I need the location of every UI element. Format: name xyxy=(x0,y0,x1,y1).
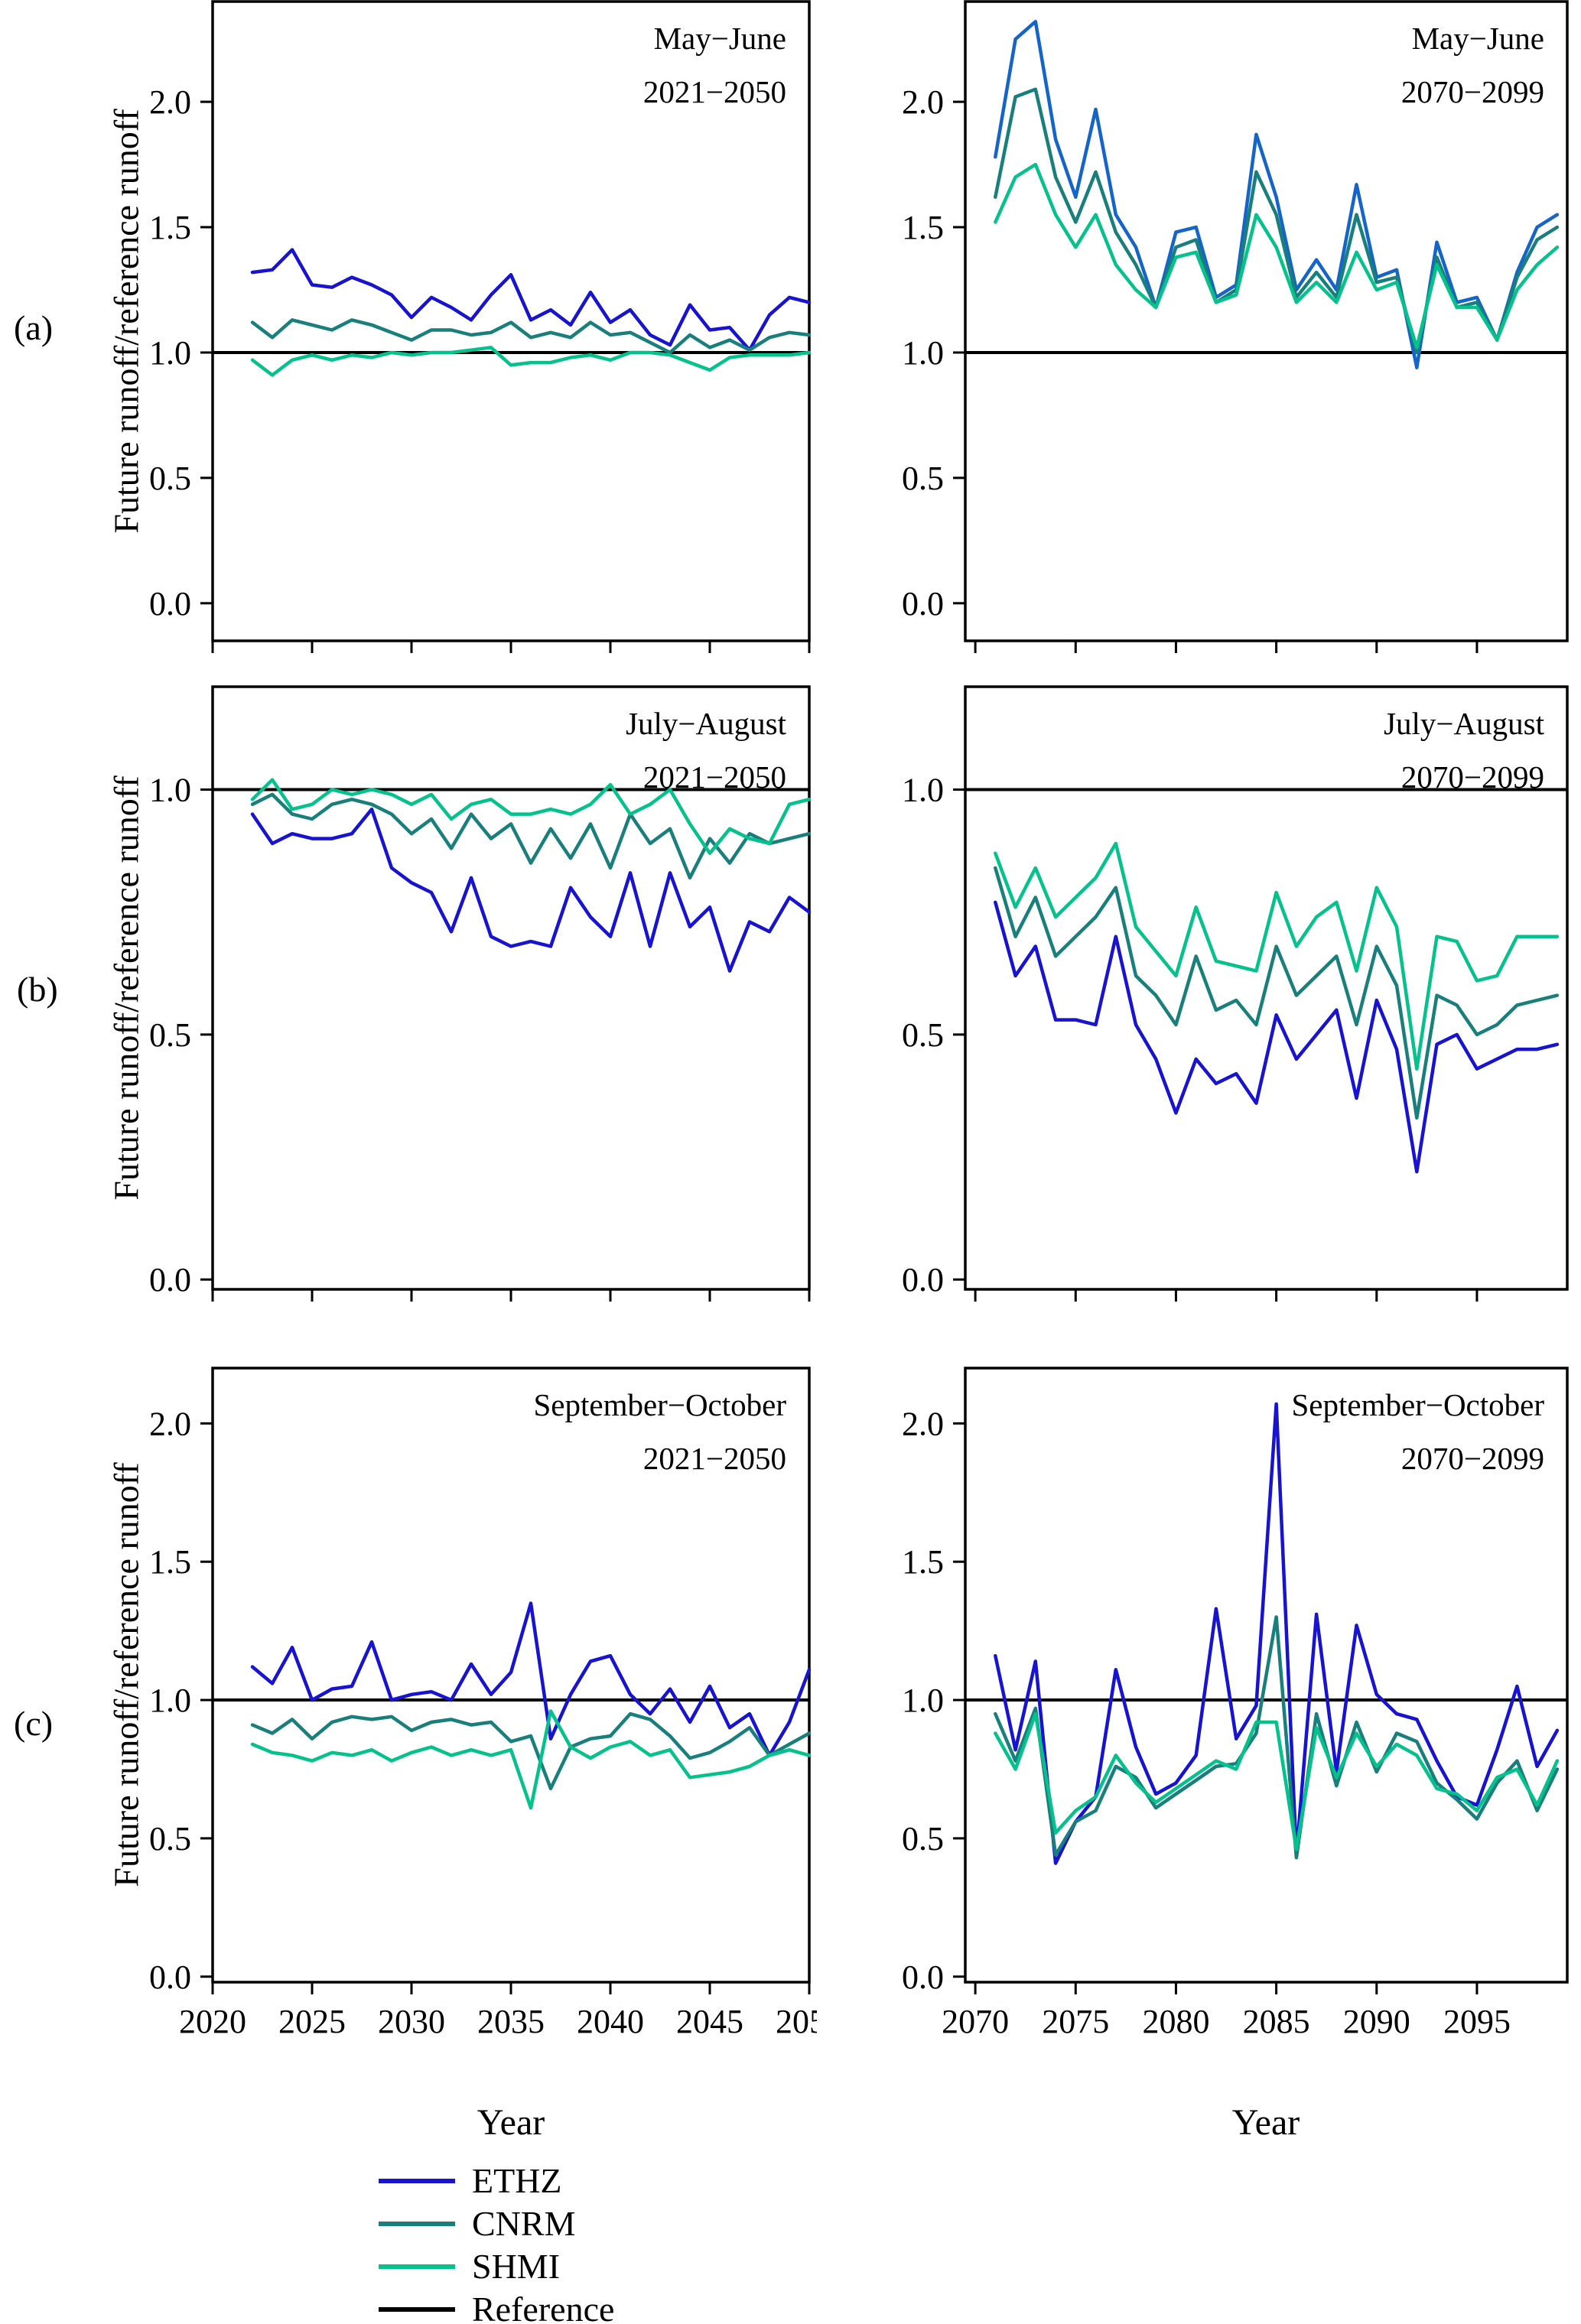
x-tick-label: 2050 xyxy=(776,2003,817,2040)
panel-title: May−June xyxy=(654,21,786,56)
panel-title: July−August xyxy=(1384,706,1545,741)
panel-subtitle: 2070−2099 xyxy=(1401,74,1544,109)
legend-line-swatch xyxy=(379,2179,455,2183)
legend-line-swatch xyxy=(379,2264,455,2269)
y-tick-label: 2.0 xyxy=(902,1405,944,1442)
y-tick-label: 1.5 xyxy=(149,1543,191,1581)
y-tick-label: 0.0 xyxy=(149,585,191,622)
legend-item-shmi: SHMI xyxy=(379,2245,614,2288)
legend-line-swatch xyxy=(379,2307,455,2312)
ethz-line xyxy=(250,248,812,352)
panel-july-august-2021-2050: 0.0 0.5 1.0 July−August 2021−2050 xyxy=(149,685,812,1302)
x-tick-label: 2085 xyxy=(1243,2003,1310,2040)
panel-subtitle: 2021−2050 xyxy=(643,74,786,109)
panel-letter-a: (a) xyxy=(14,308,54,347)
panel-subtitle: 2070−2099 xyxy=(1401,759,1544,795)
x-tick-label: 2080 xyxy=(1142,2003,1209,2040)
y-tick-label: 1.5 xyxy=(902,1543,944,1581)
x-tick-label: 2070 xyxy=(942,2003,1009,2040)
y-tick-label: 2.0 xyxy=(149,83,191,121)
cnrm-line xyxy=(250,318,812,355)
y-tick-label: 0.0 xyxy=(902,585,944,622)
x-tick-label: 2090 xyxy=(1343,2003,1410,2040)
x-tick-label: 2035 xyxy=(477,2003,545,2040)
panel-may-june-2021-2050: 0.0 0.5 1.0 1.5 2.0 May−June 2021−2050 xyxy=(149,0,812,653)
x-axis-label-left: Year xyxy=(477,2102,545,2143)
legend-item-reference: Reference xyxy=(379,2288,614,2324)
panel-title: September−October xyxy=(533,1387,786,1422)
y-tick-label: 2.0 xyxy=(902,83,944,121)
panel-july-august-2070-2099: 0.0 0.5 1.0 July−August 2070−2099 xyxy=(902,685,1569,1302)
panel-border xyxy=(964,0,1569,642)
y-tick-label: 0.0 xyxy=(149,1958,191,1996)
y-tick-label: 1.0 xyxy=(149,334,191,372)
panel-subtitle: 2021−2050 xyxy=(643,1441,786,1476)
x-tick-label: 2040 xyxy=(577,2003,644,2040)
legend-label: Reference xyxy=(472,2290,615,2324)
legend-label: SHMI xyxy=(472,2247,561,2286)
y-tick-label: 0.0 xyxy=(149,1261,191,1299)
y-tick-label: 1.5 xyxy=(902,209,944,246)
shmi-line xyxy=(994,841,1560,1071)
ethz-line xyxy=(250,1601,812,1757)
y-tick-label: 1.0 xyxy=(149,772,191,809)
legend: ETHZ CNRM SHMI Reference xyxy=(379,2160,614,2324)
x-tick-label: 2075 xyxy=(1042,2003,1109,2040)
legend-item-cnrm: CNRM xyxy=(379,2202,614,2245)
cnrm-line xyxy=(250,1711,812,1791)
x-axis-label-right: Year xyxy=(1231,2102,1300,2143)
x-tick-label: 2095 xyxy=(1443,2003,1511,2040)
panel-letter-c: (c) xyxy=(14,1704,54,1743)
ethz-line xyxy=(250,807,812,973)
x-tick-label: 2030 xyxy=(378,2003,445,2040)
cnrm-line xyxy=(994,866,1560,1120)
panel-subtitle: 2070−2099 xyxy=(1401,1441,1544,1476)
y-tick-label: 0.5 xyxy=(149,1016,191,1054)
y-tick-label: 1.0 xyxy=(902,1682,944,1719)
y-tick-label: 1.5 xyxy=(149,209,191,246)
y-tick-label: 1.0 xyxy=(149,1682,191,1719)
panel-border xyxy=(964,1367,1569,1984)
panel-letter-b: (b) xyxy=(17,970,58,1009)
panel-september-october-2021-2050: 0.0 0.5 1.0 1.5 2.0 2020 2025 2030 2035 2040 2045 2… xyxy=(149,1367,817,2040)
legend-line-swatch xyxy=(379,2222,455,2226)
y-tick-label: 0.0 xyxy=(902,1958,944,1996)
shmi-line xyxy=(250,1709,812,1810)
y-tick-label: 0.5 xyxy=(902,1820,944,1858)
shmi-line xyxy=(250,346,812,377)
shmi-line xyxy=(994,162,1560,349)
shmi-line xyxy=(250,778,812,856)
panel-september-october-2070-2099: 0.0 0.5 1.0 1.5 2.0 2070 2075 2080 2085 2090 2095 S… xyxy=(902,1367,1569,2040)
legend-label: CNRM xyxy=(472,2204,576,2243)
panel-title: September−October xyxy=(1291,1387,1544,1422)
cnrm-line xyxy=(994,87,1560,355)
y-tick-label: 1.0 xyxy=(902,334,944,372)
panel-border xyxy=(964,685,1569,1291)
ethz-line xyxy=(994,19,1560,369)
shmi-line xyxy=(994,1711,1560,1851)
panel-title: July−August xyxy=(626,706,787,741)
y-tick-label: 0.5 xyxy=(902,1016,944,1054)
y-tick-label: 0.5 xyxy=(902,460,944,497)
legend-label: ETHZ xyxy=(472,2161,562,2200)
y-tick-label: 1.0 xyxy=(902,772,944,809)
y-tick-label: 0.5 xyxy=(149,460,191,497)
y-tick-label: 2.0 xyxy=(149,1405,191,1442)
y-tick-label: 0.0 xyxy=(902,1261,944,1299)
panel-may-june-2070-2099: 0.0 0.5 1.0 1.5 2.0 May−June 2070−2099 xyxy=(902,0,1569,653)
panel-title: May−June xyxy=(1412,21,1544,56)
panel-subtitle: 2021−2050 xyxy=(643,759,786,795)
cnrm-line xyxy=(994,1615,1560,1860)
x-tick-label: 2025 xyxy=(278,2003,346,2040)
ethz-line xyxy=(994,900,1560,1174)
y-tick-label: 0.5 xyxy=(149,1820,191,1858)
x-tick-label: 2020 xyxy=(179,2003,246,2040)
x-tick-label: 2045 xyxy=(676,2003,743,2040)
legend-item-ethz: ETHZ xyxy=(379,2160,614,2202)
